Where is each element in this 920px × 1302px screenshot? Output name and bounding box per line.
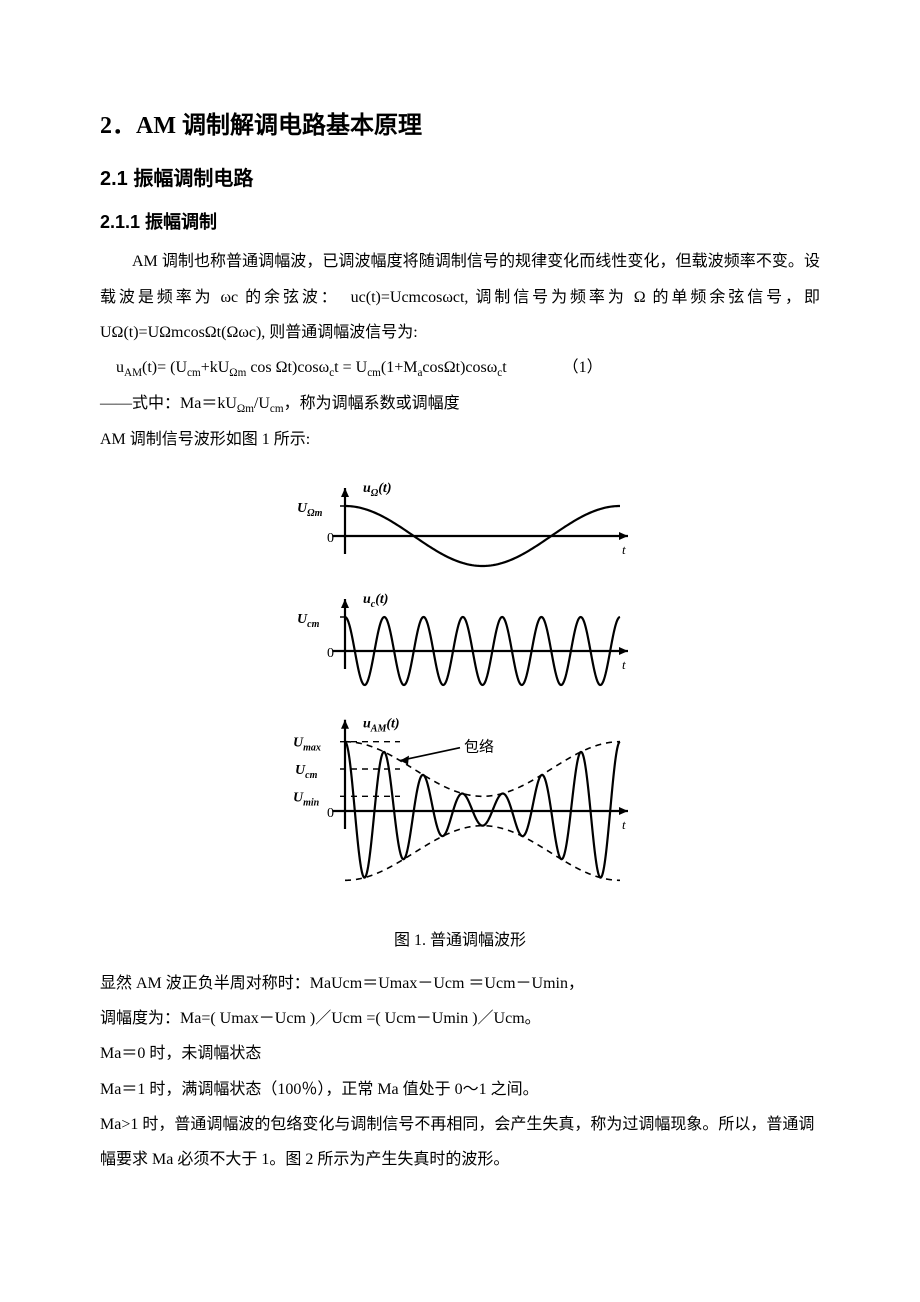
svg-text:t: t xyxy=(622,657,626,672)
paragraph-ma: 调幅度为：Ma=( Umax－Ucm )／Ucm =( Ucm－Umin )／U… xyxy=(100,1001,820,1036)
heading-2: 2.1 振幅调制电路 xyxy=(100,157,820,201)
paragraph-ma-gt1: Ma>1 时，普通调幅波的包络变化与调制信号不再相同，会产生失真，称为过调幅现象… xyxy=(100,1107,820,1177)
figure-ref: AM 调制信号波形如图 1 所示: xyxy=(100,422,820,457)
figure-am-waveform: uΩ(t) UΩm 0 t uc(t) Ucm 0 t uAM(t) Umax Ucm Umin 0 t 包… xyxy=(270,481,650,911)
svg-text:uΩ(t): uΩ(t) xyxy=(363,481,391,499)
heading-3: 2.1.1 振幅调制 xyxy=(100,203,820,243)
svg-text:Ucm: Ucm xyxy=(295,763,318,781)
figure-caption: 图 1. 普通调幅波形 xyxy=(100,923,820,958)
svg-text:t: t xyxy=(622,817,626,832)
heading-1: 2．AM 调制解调电路基本原理 xyxy=(100,100,820,153)
svg-text:0: 0 xyxy=(327,531,334,546)
paragraph-intro: AM 调制也称普通调幅波，已调波幅度将随调制信号的规律变化而线性变化，但载波频率… xyxy=(100,244,820,350)
svg-text:Ucm: Ucm xyxy=(297,612,320,630)
equation-note: ——式中：Ma＝kUΩm/Ucm，称为调幅系数或调幅度 xyxy=(100,386,820,422)
equation-1: uAM(t)= (Ucm+kUΩm cos Ωt)cosωct = Ucm(1+… xyxy=(100,350,820,386)
paragraph-ma1: Ma＝1 时，满调幅状态（100％），正常 Ma 值处于 0～1 之间。 xyxy=(100,1072,820,1107)
svg-text:uAM(t): uAM(t) xyxy=(363,716,400,734)
svg-text:Umin: Umin xyxy=(293,790,320,808)
svg-text:Umax: Umax xyxy=(293,735,321,753)
svg-text:uc(t): uc(t) xyxy=(363,592,388,610)
paragraph-sym: 显然 AM 波正负半周对称时：MaUcm＝Umax－Ucm ＝Ucm－Umin， xyxy=(100,966,820,1001)
svg-text:UΩm: UΩm xyxy=(297,501,323,519)
svg-text:0: 0 xyxy=(327,806,334,821)
svg-text:包络: 包络 xyxy=(464,738,494,755)
svg-text:0: 0 xyxy=(327,646,334,661)
paragraph-ma0: Ma＝0 时，未调幅状态 xyxy=(100,1036,820,1071)
svg-text:t: t xyxy=(622,542,626,557)
